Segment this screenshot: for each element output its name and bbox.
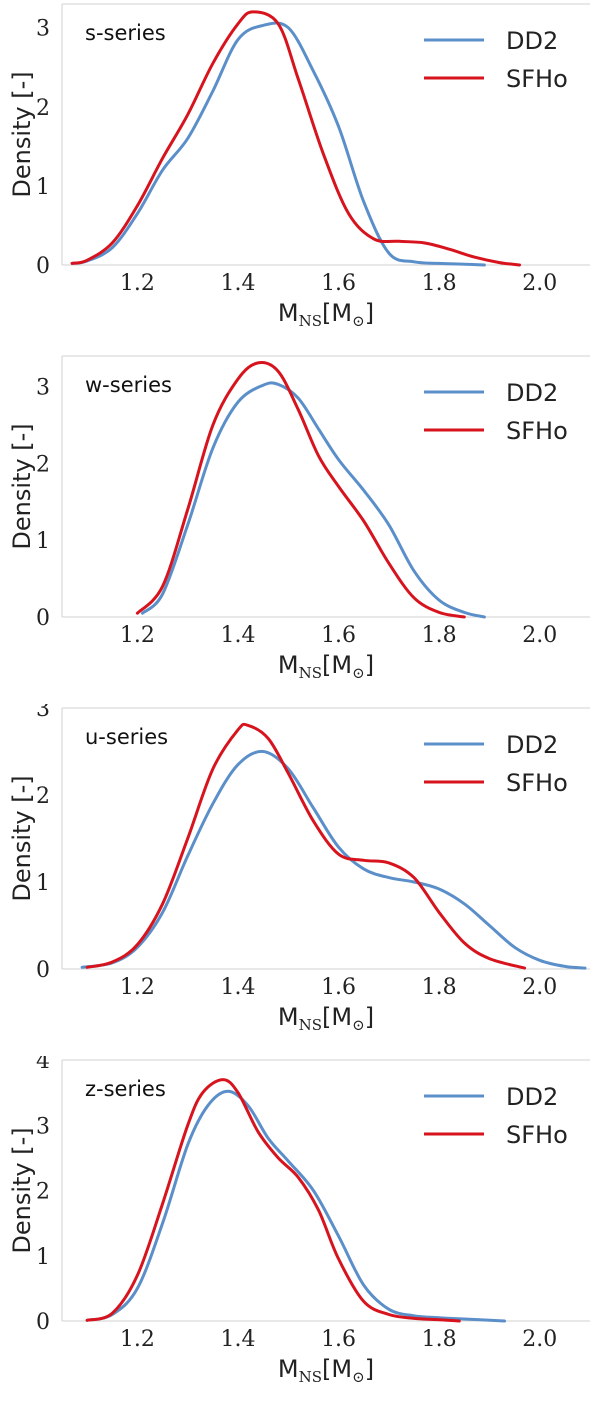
y-tick-label: 2 (36, 784, 50, 809)
x-tick-label: 1.6 (321, 271, 356, 296)
legend-label-sfho: SFHo (506, 65, 568, 93)
y-tick-label: 1 (36, 1245, 50, 1270)
x-tick-label: 1.2 (120, 1327, 155, 1352)
series-line-sfho (85, 1078, 461, 1323)
series-line-sfho (70, 10, 522, 267)
x-tick-label: 2.0 (522, 1327, 557, 1352)
x-tick-label: 1.6 (321, 1327, 356, 1352)
series-line-dd2 (70, 21, 486, 267)
x-tick-label: 1.6 (321, 623, 356, 648)
panel-u-series: 0 1 2 3 1.2 1.4 1.6 1.8 2.0 Density [-] MNS[M⊙] u-s… (8, 704, 590, 1034)
y-tick-label: 0 (36, 606, 50, 631)
panel-w-series: 0 1 2 3 1.2 1.4 1.6 1.8 2.0 Density [-] MNS[M⊙] w-s… (8, 355, 590, 682)
x-tick-label: 2.0 (522, 623, 557, 648)
panel-title: s-series (85, 21, 166, 45)
x-tick-label: 1.6 (321, 975, 356, 1000)
y-tick-label: 2 (36, 96, 50, 121)
legend-label-sfho: SFHo (506, 769, 568, 797)
x-axis-label: MNS[M⊙] (278, 651, 374, 682)
y-tick-label: 3 (36, 376, 50, 401)
panel-s-series: 0 1 2 3 1.2 1.4 1.6 1.8 2.0 Density [-] MNS[M⊙] s-s… (8, 3, 590, 330)
y-tick-label: 0 (36, 958, 50, 983)
panel-title: z-series (85, 1077, 166, 1101)
y-tick-label: 2 (36, 452, 50, 477)
x-tick-label: 1.8 (422, 975, 457, 1000)
x-tick-label: 2.0 (522, 271, 557, 296)
legend-label-dd2: DD2 (506, 1083, 558, 1111)
y-axis-label: Density [-] (8, 1127, 36, 1253)
legend-label-dd2: DD2 (506, 731, 558, 759)
y-tick-label: 3 (36, 17, 50, 42)
y-tick-label: 3 (36, 1114, 50, 1139)
y-tick-label: 2 (36, 1180, 50, 1205)
x-tick-label: 1.8 (422, 1327, 457, 1352)
series-line-dd2 (141, 381, 486, 619)
legend-label-sfho: SFHo (506, 1121, 568, 1149)
y-tick-label: 1 (36, 871, 50, 896)
x-axis-label: MNS[M⊙] (278, 1003, 374, 1034)
x-tick-label: 1.4 (221, 975, 256, 1000)
legend-label-sfho: SFHo (506, 417, 568, 445)
x-axis-label: MNS[M⊙] (278, 299, 374, 330)
legend-label-dd2: DD2 (506, 379, 558, 407)
x-tick-label: 1.2 (120, 271, 155, 296)
y-axis-label: Density [-] (8, 71, 36, 197)
legend-label-dd2: DD2 (506, 27, 558, 55)
y-axis-label: Density [-] (8, 775, 36, 901)
x-axis-label: MNS[M⊙] (278, 1355, 374, 1386)
y-tick-label: 4 (36, 1056, 50, 1074)
x-tick-label: 1.4 (221, 623, 256, 648)
panel-title: w-series (85, 373, 172, 397)
x-tick-label: 1.8 (422, 623, 457, 648)
x-tick-label: 1.4 (221, 271, 256, 296)
x-tick-label: 2.0 (522, 975, 557, 1000)
y-tick-label: 1 (36, 175, 50, 200)
series-line-dd2 (85, 1089, 506, 1323)
y-tick-label: 1 (36, 529, 50, 554)
y-axis-label: Density [-] (8, 423, 36, 549)
series-line-sfho (85, 722, 527, 970)
y-tick-label: 0 (36, 254, 50, 279)
x-tick-label: 1.2 (120, 975, 155, 1000)
y-tick-label: 3 (36, 704, 50, 722)
x-tick-label: 1.2 (120, 623, 155, 648)
panel-z-series: 0 1 2 3 4 1.2 1.4 1.6 1.8 2.0 Density [-] MNS[M⊙] z-… (8, 1056, 590, 1386)
series-line-dd2 (80, 749, 587, 970)
x-tick-label: 1.4 (221, 1327, 256, 1352)
y-tick-label: 0 (36, 1310, 50, 1335)
series-line-sfho (135, 361, 466, 619)
panel-title: u-series (85, 725, 168, 749)
x-tick-label: 1.8 (422, 271, 457, 296)
